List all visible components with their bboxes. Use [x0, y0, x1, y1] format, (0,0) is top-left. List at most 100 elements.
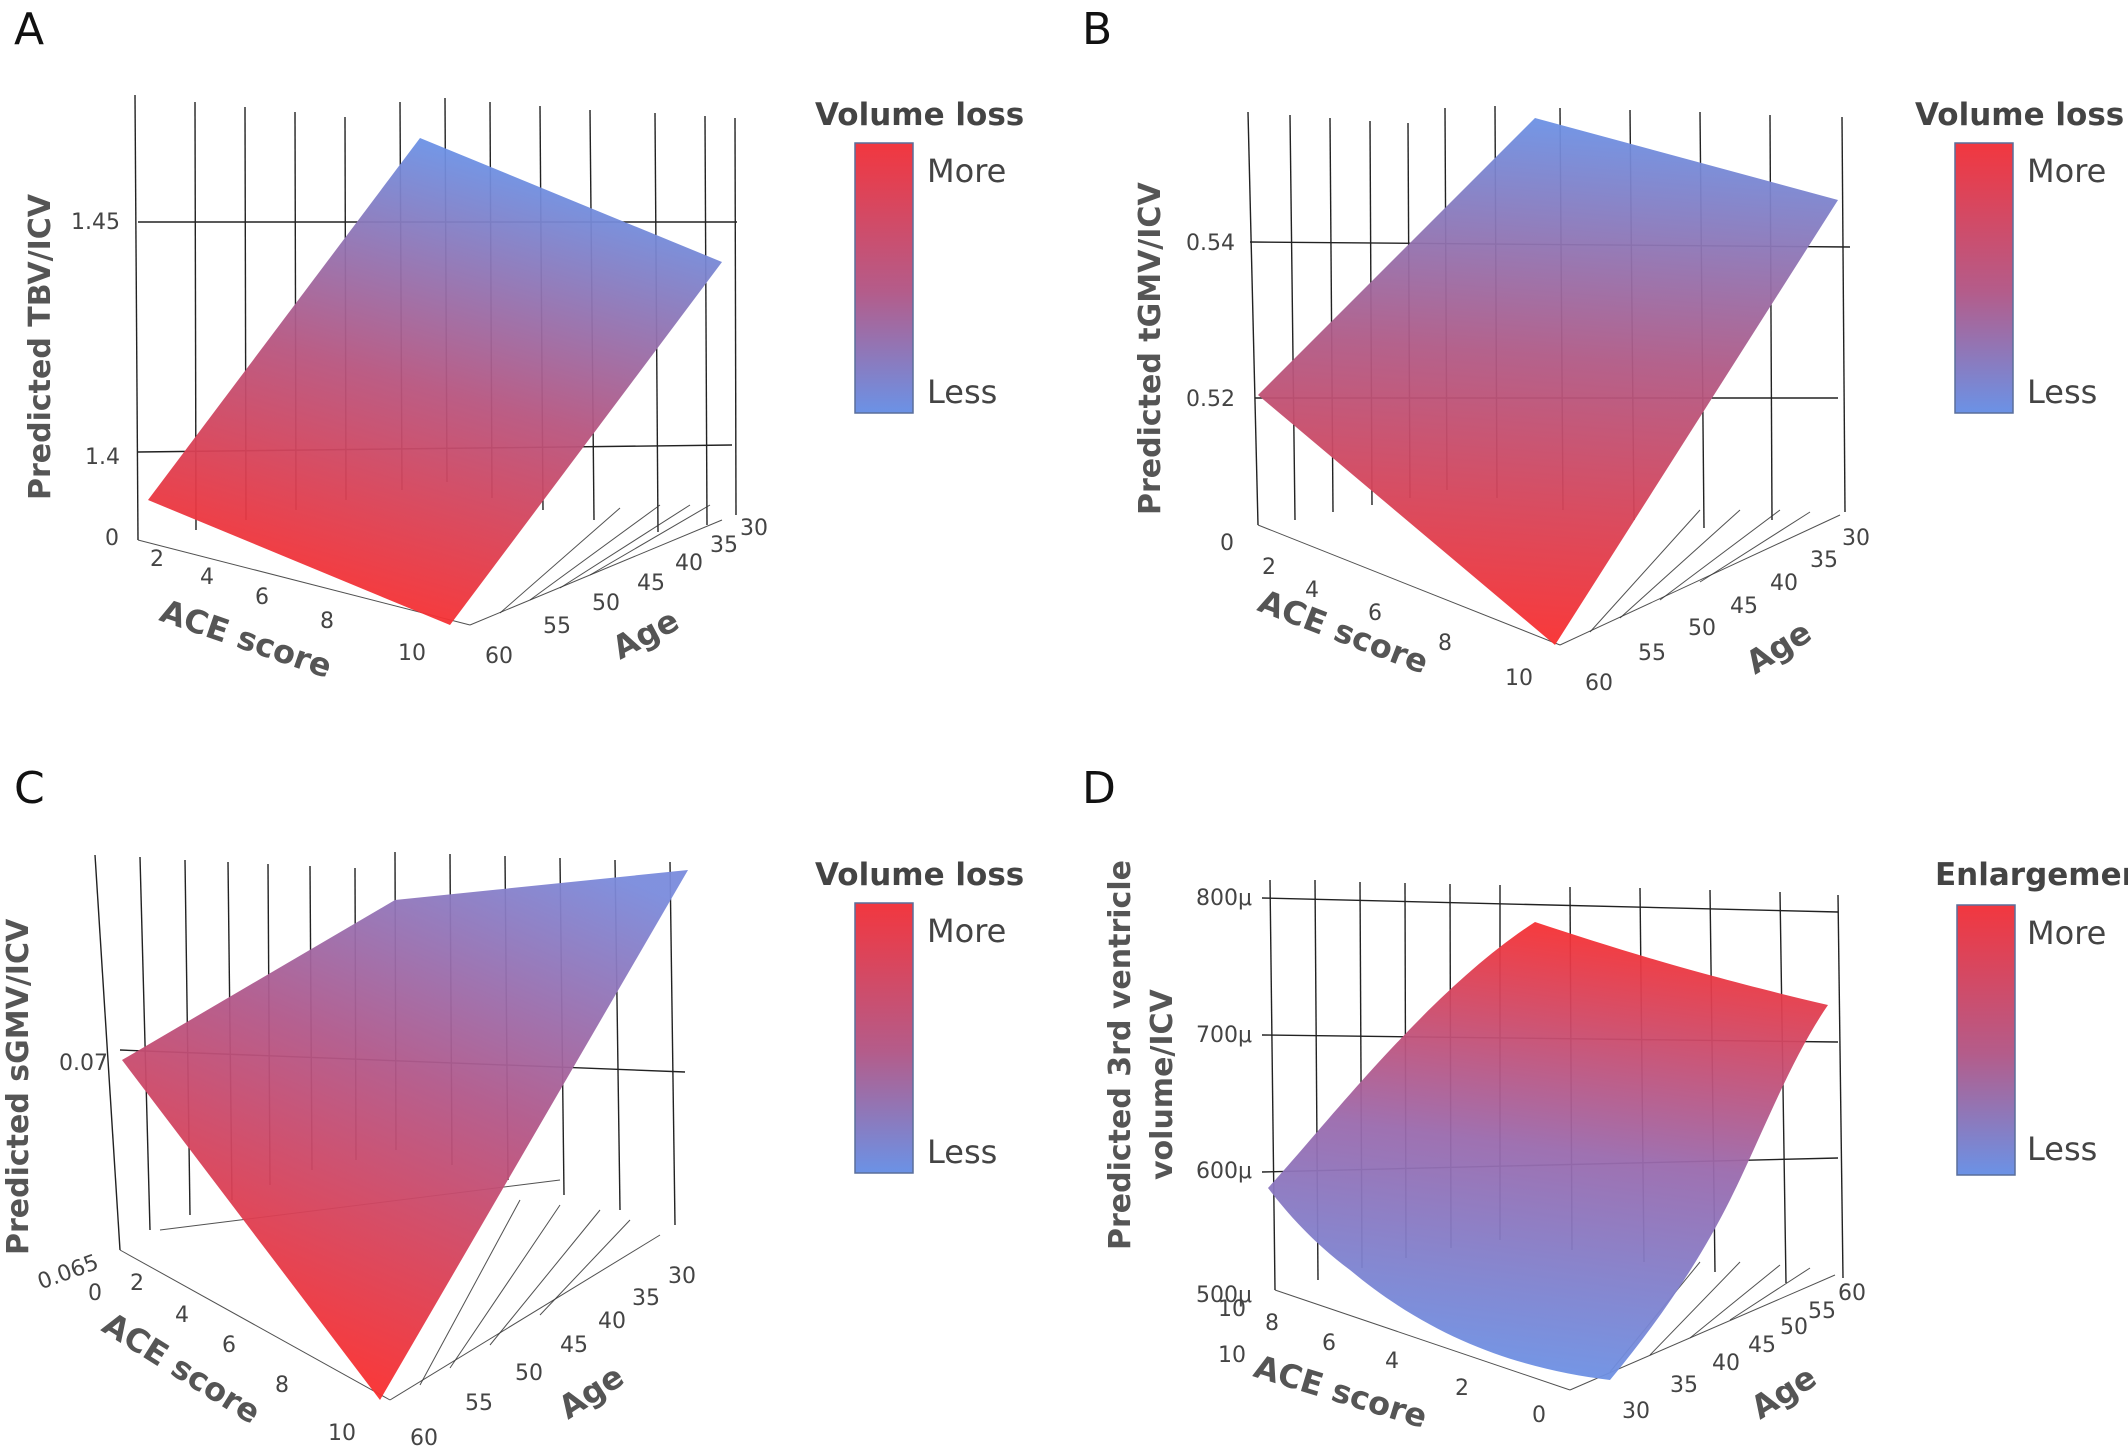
- panel-d-y-tick: 55: [1808, 1299, 1836, 1324]
- panel-a-y-tick: 60: [485, 644, 513, 669]
- panel-c-x-tick: 2: [130, 1271, 144, 1296]
- panel-a-y-tick: 45: [637, 571, 665, 596]
- panel-d-x-tick: 8: [1265, 1311, 1279, 1336]
- panel-b-y-tick: 60: [1585, 671, 1613, 696]
- panel-b-x-tick: 0: [1220, 531, 1234, 556]
- panel-d-x-title: ACE score: [1250, 1347, 1432, 1436]
- panel-b-x-tick: 10: [1505, 666, 1533, 691]
- panel-a-colorbar: Volume loss More Less: [815, 97, 1024, 414]
- colorbar-top-label: More: [2027, 152, 2106, 190]
- panel-d-z-title-line1: Predicted 3rd ventricle: [1103, 860, 1138, 1250]
- panel-b-colorbar: Volume loss More Less: [1915, 97, 2124, 414]
- panel-a-floor-grid: [137, 504, 723, 626]
- panel-a-x-title: ACE score: [155, 592, 336, 686]
- panel-b-y-ticks: 30 35 40 45 50 55 60: [1585, 526, 1870, 696]
- panel-c-x-tick: 0: [88, 1281, 102, 1306]
- panel-b-y-tick: 45: [1730, 594, 1758, 619]
- panel-d-x-tick: 10: [1218, 1343, 1246, 1368]
- panel-b-z-tick: 0.54: [1186, 231, 1235, 256]
- colorbar-bottom-label: Less: [927, 1133, 997, 1171]
- panel-c-y-tick: 60: [410, 1426, 438, 1450]
- panel-a-y-tick: 40: [675, 551, 703, 576]
- panel-c-y-tick: 30: [668, 1264, 696, 1289]
- colorbar-title: Enlargement: [1935, 857, 2128, 893]
- panel-b-x-ticks: 0 2 4 6 8 10: [1220, 531, 1533, 691]
- panel-d-x-tick: 2: [1455, 1376, 1469, 1401]
- panel-c-z-title: Predicted sGMV/ICV: [1, 918, 36, 1255]
- panel-b-x-tick: 4: [1305, 578, 1319, 603]
- panel-c-y-tick: 35: [632, 1286, 660, 1311]
- panel-d-y-title: Age: [1744, 1358, 1823, 1427]
- colorbar-bottom-label: Less: [927, 373, 997, 411]
- panel-d-z-title-line2: volume/ICV: [1145, 988, 1180, 1180]
- colorbar-gradient: [1956, 904, 2016, 1176]
- panel-a-y-tick: 30: [740, 516, 768, 541]
- panel-d: D 800μ 700μ 600μ 50: [1082, 763, 2128, 1436]
- panel-b-x-title: ACE score: [1253, 582, 1433, 682]
- colorbar-title: Volume loss: [815, 857, 1024, 893]
- panel-c-surface: [122, 870, 688, 1400]
- panel-d-x-tick: 0: [1532, 1403, 1546, 1428]
- panel-d-z-tick: 600μ: [1196, 1159, 1252, 1184]
- panel-letter-b: B: [1082, 4, 1112, 55]
- panel-a: A 1.45: [14, 4, 1024, 686]
- panel-c-z-tick: 0.07: [59, 1051, 108, 1076]
- panel-a-x-tick: 10: [398, 641, 426, 666]
- panel-b-z-tick: 0.52: [1186, 387, 1235, 412]
- colorbar-top-label: More: [927, 152, 1006, 190]
- panel-a-x-tick: 6: [255, 585, 269, 610]
- panel-b-x-tick: 2: [1262, 555, 1276, 580]
- panel-d-x-tick: 4: [1385, 1349, 1399, 1374]
- panel-b-y-title: Age: [1739, 613, 1818, 682]
- panel-d-y-tick: 30: [1622, 1399, 1650, 1424]
- panel-d-y-ticks: 60 55 50 45 40 35 30: [1622, 1281, 1866, 1424]
- panel-c-x-tick: 8: [275, 1373, 289, 1398]
- panel-d-surface: [1268, 922, 1828, 1380]
- panel-d-x-tick: 6: [1322, 1331, 1336, 1356]
- colorbar-top-label: More: [927, 912, 1006, 950]
- panel-a-y-tick: 55: [543, 614, 571, 639]
- panel-b: B 0.54 0.52 Predicted t: [1082, 4, 2124, 696]
- panel-letter-a: A: [14, 4, 44, 55]
- colorbar-bottom-label: Less: [2027, 1130, 2097, 1168]
- panel-c-x-tick: 6: [222, 1333, 236, 1358]
- panel-letter-d: D: [1082, 763, 1116, 814]
- panel-c-y-ticks: 30 35 40 45 50 55 60: [410, 1264, 696, 1450]
- panel-c-y-tick: 40: [598, 1309, 626, 1334]
- panel-a-y-tick: 35: [710, 533, 738, 558]
- panel-b-z-title: Predicted tGMV/ICV: [1133, 182, 1168, 515]
- panel-a-x-ticks: 0 2 4 6 8 10: [105, 526, 426, 666]
- panel-d-x-tick: 10: [1218, 1297, 1246, 1322]
- panel-d-colorbar: Enlargement More Less: [1935, 857, 2128, 1176]
- panel-c-y-tick: 50: [515, 1361, 543, 1386]
- panel-b-floor-grid: [1257, 509, 1841, 646]
- panel-c-colorbar: Volume loss More Less: [815, 857, 1024, 1174]
- panel-b-y-tick: 35: [1810, 548, 1838, 573]
- colorbar-gradient: [854, 902, 914, 1174]
- panel-b-y-tick: 50: [1688, 616, 1716, 641]
- panel-b-y-tick: 55: [1638, 641, 1666, 666]
- panel-d-y-tick: 60: [1838, 1281, 1866, 1306]
- panel-a-y-tick: 50: [592, 591, 620, 616]
- panel-c-x-tick: 10: [328, 1421, 356, 1446]
- panel-b-x-tick: 6: [1368, 601, 1382, 626]
- colorbar-gradient: [1954, 142, 2014, 414]
- colorbar-top-label: More: [2027, 914, 2106, 952]
- panel-d-z-tick: 700μ: [1196, 1023, 1252, 1048]
- panel-c-y-title: Age: [552, 1357, 631, 1427]
- colorbar-bottom-label: Less: [2027, 373, 2097, 411]
- panel-d-y-tick: 50: [1780, 1315, 1808, 1340]
- panel-d-z-tick: 800μ: [1196, 886, 1252, 911]
- panel-a-x-tick: 2: [150, 547, 164, 572]
- panel-d-y-tick: 45: [1748, 1333, 1776, 1358]
- panel-a-y-ticks: 30 35 40 45 50 55 60: [485, 516, 768, 669]
- colorbar-title: Volume loss: [815, 97, 1024, 133]
- panel-c-x-tick: 4: [175, 1303, 189, 1328]
- panel-a-surface: [148, 138, 722, 625]
- panel-a-x-tick: 0: [105, 526, 119, 551]
- panel-a-x-tick: 4: [200, 565, 214, 590]
- panel-letter-c: C: [14, 763, 45, 814]
- panel-a-z-tick: 1.4: [85, 445, 120, 470]
- panel-b-x-tick: 8: [1438, 631, 1452, 656]
